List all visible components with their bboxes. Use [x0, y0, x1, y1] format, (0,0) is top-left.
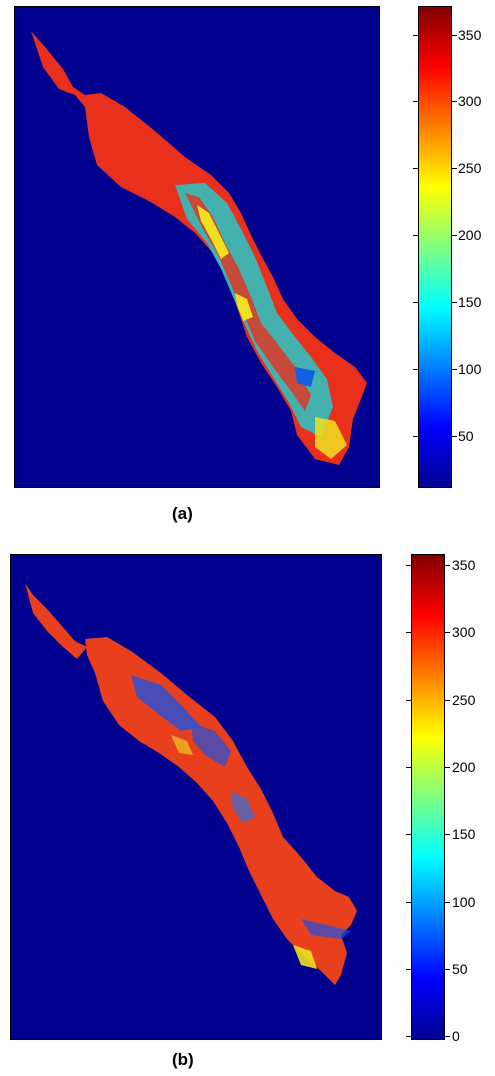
blue-streak-b4 — [301, 919, 351, 939]
colorbar-b — [411, 554, 445, 1040]
yellow-patch-a3 — [315, 417, 347, 459]
fault-zone-map-a — [31, 31, 367, 465]
map-plot-a — [14, 6, 380, 488]
colorbar-a-tick-250: 250 — [458, 160, 482, 176]
fault-zone-tail-b — [25, 583, 87, 659]
panel-a-caption: (a) — [172, 504, 193, 523]
colorbar-b-tick-150: 150 — [452, 826, 476, 842]
orange-patch-b — [171, 735, 193, 755]
colorbar-a-tick-150: 150 — [458, 294, 482, 310]
colorbar-a-tick-350: 350 — [458, 27, 482, 43]
colorbar-b-tick-350: 350 — [452, 557, 476, 573]
yellow-patch-a — [197, 205, 229, 259]
colorbar-b-tick-50: 50 — [452, 961, 468, 977]
colorbar-a-tick-300: 300 — [458, 93, 482, 109]
panel-b: 350 300 250 200 150 100 50 0 (b) — [0, 540, 495, 1076]
fault-zone-map-b — [25, 583, 357, 985]
yellow-patch-b1 — [293, 945, 317, 969]
colorbar-a-tick-100: 100 — [458, 361, 482, 377]
blue-streak-b3 — [231, 791, 255, 823]
blue-streak-b1 — [131, 675, 201, 731]
fault-zone-region-b — [85, 637, 357, 985]
colorbar-a-tick-50: 50 — [458, 428, 474, 444]
blue-patch-a — [295, 367, 315, 387]
blue-streak-b2 — [191, 723, 231, 767]
colorbar-a — [418, 6, 452, 488]
colorbar-b-tick-250: 250 — [452, 692, 476, 708]
map-plot-b — [10, 554, 382, 1040]
colorbar-b-tick-100: 100 — [452, 894, 476, 910]
panel-a: 350 300 250 200 150 100 50 (a) — [14, 6, 482, 523]
colorbar-a-tick-200: 200 — [458, 227, 482, 243]
colorbar-b-tick-300: 300 — [452, 624, 476, 640]
yellow-patch-a2 — [235, 293, 253, 321]
colorbar-b-tick-0: 0 — [452, 1028, 460, 1044]
panel-b-caption: (b) — [172, 1050, 194, 1069]
colorbar-b-tick-200: 200 — [452, 759, 476, 775]
